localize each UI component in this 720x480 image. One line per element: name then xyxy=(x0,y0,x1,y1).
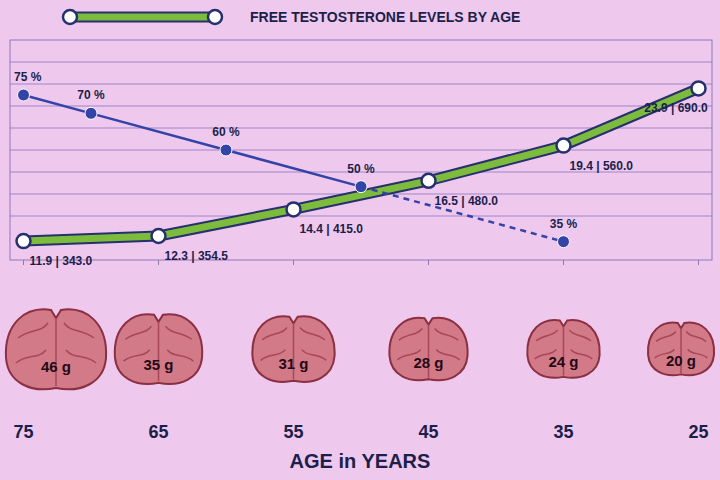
data-label: 50 % xyxy=(347,162,375,176)
data-label: 60 % xyxy=(212,125,240,139)
plot-area xyxy=(17,81,706,248)
marker xyxy=(85,107,97,119)
prostate-texture xyxy=(261,323,327,379)
data-label: 16.5 | 480.0 xyxy=(435,194,499,208)
grid-line xyxy=(10,84,712,85)
x-tick xyxy=(293,260,294,265)
data-label: 14.4 | 415.0 xyxy=(300,222,364,236)
prostate-label: 24 g xyxy=(548,353,578,370)
prostate xyxy=(389,318,467,380)
x-tick xyxy=(563,260,564,265)
marker xyxy=(152,229,166,243)
x-tick xyxy=(428,260,429,265)
data-label: 11.9 | 343.0 xyxy=(30,254,93,268)
legend-marker xyxy=(63,10,77,24)
marker xyxy=(692,81,706,95)
prostate-texture xyxy=(655,328,708,373)
prostate-label: 46 g xyxy=(41,358,71,375)
prostate-group xyxy=(389,318,467,380)
prostate-label: 31 g xyxy=(278,355,308,372)
plot-frame xyxy=(10,40,712,260)
prostate-group xyxy=(648,323,714,376)
prostate xyxy=(252,316,334,382)
x-tick-label: 75 xyxy=(13,422,33,442)
data-label: 70 % xyxy=(77,88,105,102)
marker xyxy=(355,181,367,193)
prostate-group xyxy=(527,320,599,378)
prostate-texture xyxy=(535,326,593,375)
prostate-label: 20 g xyxy=(666,352,696,369)
data-labels: 11.9 | 343.0 12.3 | 354.5 14.4 | 415.0 16.5… xyxy=(14,70,708,268)
x-tick-label: 65 xyxy=(148,422,168,442)
legend: FREE TESTOSTERONE LEVELS BY AGE xyxy=(63,9,520,25)
marker xyxy=(287,202,301,216)
background xyxy=(0,0,720,480)
grid-line xyxy=(10,150,712,151)
prostate-texture xyxy=(16,318,96,386)
legend-marker xyxy=(208,10,222,24)
prostate-group xyxy=(6,309,106,389)
x-tick-label: 25 xyxy=(688,422,708,442)
grid-line xyxy=(10,106,712,107)
marker xyxy=(220,144,232,156)
grid-line xyxy=(10,216,712,217)
marker xyxy=(558,236,570,248)
chart: 75 65 55 45 35 25 AGE in YEARS 46 g 35 g 31 g 28 g… xyxy=(0,0,720,480)
x-tick-label: 35 xyxy=(553,422,573,442)
data-label: 75 % xyxy=(14,70,42,84)
legend-swatch xyxy=(70,14,215,21)
x-tick-label: 55 xyxy=(283,422,303,442)
line xyxy=(24,88,699,241)
x-tick xyxy=(158,260,159,265)
line xyxy=(24,95,564,242)
prostate-label: 28 g xyxy=(413,354,443,371)
prostate-label: 35 g xyxy=(143,356,173,373)
prostate xyxy=(115,314,202,384)
marker xyxy=(18,89,30,101)
x-tick xyxy=(698,260,699,265)
legend-label: FREE TESTOSTERONE LEVELS BY AGE xyxy=(250,9,520,25)
line-outline xyxy=(24,88,699,241)
marker xyxy=(422,174,436,188)
prostate-group xyxy=(115,314,202,384)
marker xyxy=(557,139,571,153)
data-label: 35 % xyxy=(550,217,578,231)
x-tick-label: 45 xyxy=(418,422,438,442)
grid-line xyxy=(10,62,712,63)
marker xyxy=(17,234,31,248)
data-label: 23.9 | 690.0 xyxy=(644,101,708,115)
prostate-texture xyxy=(397,325,459,378)
data-label: 19.4 | 560.0 xyxy=(570,159,634,173)
x-axis-title: AGE in YEARS xyxy=(290,450,431,472)
prostate-texture xyxy=(124,322,194,381)
prostate xyxy=(6,309,106,389)
legend-swatch-outline xyxy=(70,12,215,23)
data-label: 12.3 | 354.5 xyxy=(165,249,229,263)
prostate xyxy=(527,320,599,378)
prostate xyxy=(648,323,714,376)
prostate-group xyxy=(252,316,334,382)
x-tick xyxy=(23,260,24,265)
